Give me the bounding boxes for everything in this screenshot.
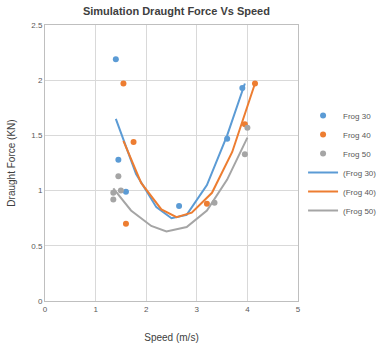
svg-text:Frog 50: Frog 50 [343,150,371,159]
svg-text:Simulation Draught Force Vs Sp: Simulation Draught Force Vs Speed [83,5,270,17]
svg-text:0.5: 0.5 [31,242,43,251]
svg-text:Draught Force (KN): Draught Force (KN) [6,119,17,206]
svg-text:2.5: 2.5 [31,21,43,30]
svg-text:4: 4 [245,305,250,314]
svg-text:2: 2 [144,305,149,314]
svg-text:(Frog 50): (Frog 50) [343,207,376,216]
svg-text:2: 2 [38,76,43,85]
svg-text:(Frog 30): (Frog 30) [343,169,376,178]
svg-text:3: 3 [195,305,200,314]
svg-text:5: 5 [296,305,301,314]
svg-text:1: 1 [38,186,43,195]
svg-text:1: 1 [93,305,98,314]
svg-text:0: 0 [38,297,43,306]
svg-text:Frog 30: Frog 30 [343,112,371,121]
svg-text:Speed (m/s): Speed (m/s) [144,332,198,343]
svg-text:Frog 40: Frog 40 [343,131,371,140]
svg-text:(Frog 40): (Frog 40) [343,188,376,197]
svg-text:1.5: 1.5 [31,131,43,140]
svg-text:0: 0 [43,305,48,314]
